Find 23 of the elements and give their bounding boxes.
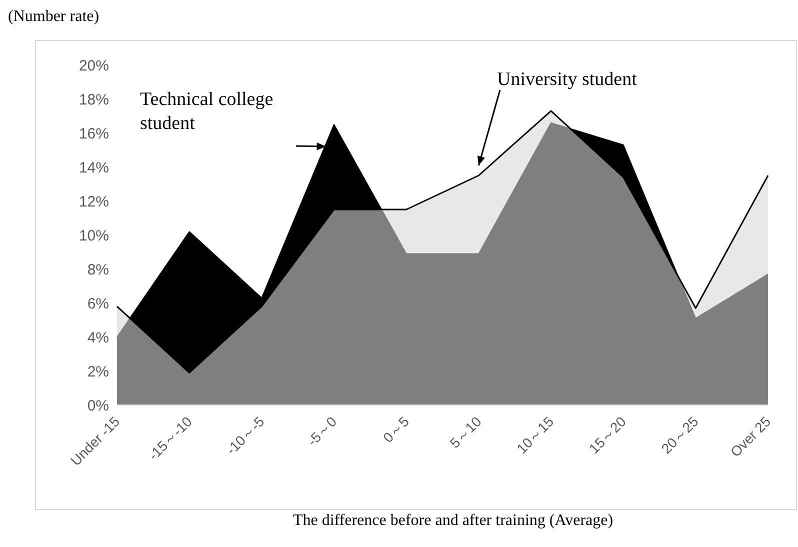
x-axis-title: The difference before and after training (Average) [292,512,614,530]
y-tick-label: 6% [87,295,109,312]
x-tick-label: 0～5 [380,413,412,446]
y-tick-label: 0% [87,397,109,414]
y-tick-label: 10% [78,227,109,244]
y-axis-title: (Number rate) [8,8,106,30]
y-tick-label: 12% [78,193,109,210]
y-tick-label: 4% [87,329,109,346]
y-tick-label: 16% [78,125,109,142]
x-tick-label: 10～15 [513,413,557,457]
x-tick-label: 20～25 [658,413,702,457]
y-tick-label: 8% [87,261,109,278]
y-tick-label: 14% [78,159,109,176]
x-tick-label: 5～10 [446,413,484,452]
y-tick-label: 18% [78,91,109,108]
y-tick-label: 20% [78,57,109,74]
text: Technical college student [140,88,274,136]
series-label: University student [497,68,638,92]
y-tick-label: 2% [87,363,109,380]
x-tick-label: -10～-5 [222,413,268,458]
x-tick-label: -5～0 [304,413,340,449]
x-tick-label: -15～-10 [145,413,196,464]
x-tick-label: 15～20 [586,413,630,457]
